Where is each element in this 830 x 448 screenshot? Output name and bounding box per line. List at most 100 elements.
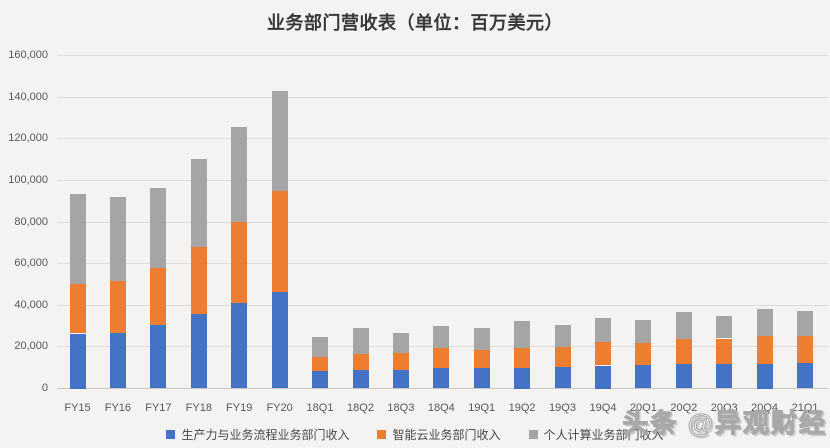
bar-segment <box>433 348 450 369</box>
bar-segment <box>190 313 207 389</box>
bar-segment <box>514 348 531 368</box>
bar-segment <box>312 356 328 372</box>
watermark: 头条 @异观财经 <box>622 408 827 439</box>
x-axis-label: 18Q1 <box>306 402 334 414</box>
bar-segment <box>756 364 773 389</box>
x-axis-label: FY20 <box>266 402 293 414</box>
legend-swatch <box>528 430 538 439</box>
bar-segment <box>595 318 611 342</box>
y-axis-tick-label: 60,000 <box>14 257 48 270</box>
y-axis-tick-label: 140,000 <box>8 90 48 103</box>
x-axis-label: 20Q3 <box>710 402 738 414</box>
bar-segment <box>392 353 409 370</box>
gridline <box>57 179 828 181</box>
bar-segment <box>392 332 409 354</box>
bar-segment <box>392 369 409 389</box>
x-axis-label: 18Q4 <box>427 402 455 414</box>
x-axis-label: 18Q3 <box>387 402 415 414</box>
x-axis-label: FY15 <box>64 402 91 414</box>
bar-segment <box>473 350 490 369</box>
y-axis-tick-label: 40,000 <box>14 298 48 311</box>
bar-segment <box>473 328 490 351</box>
gridline <box>57 96 828 98</box>
bar-segment <box>190 246 207 314</box>
bar-segment <box>797 311 814 336</box>
y-axis-tick-label: 100,000 <box>8 173 48 186</box>
bar-segment <box>109 197 126 282</box>
x-axis-label: FY19 <box>226 402 253 414</box>
gridline <box>57 263 828 265</box>
x-axis-label: 19Q3 <box>549 402 576 414</box>
y-axis-tick-label: 120,000 <box>8 132 48 145</box>
x-axis-label: 18Q2 <box>347 402 374 414</box>
bar-segment <box>190 158 207 247</box>
x-axis-line <box>57 388 828 389</box>
bar-segment <box>595 341 611 366</box>
bar-segment <box>312 337 328 357</box>
y-axis-tick-label: 160,000 <box>8 49 48 61</box>
bar-segment <box>271 90 288 192</box>
gridline <box>57 138 828 140</box>
x-axis-label: 19Q4 <box>589 402 617 414</box>
bar-segment <box>756 309 773 337</box>
gridline <box>57 221 828 223</box>
bar-segment <box>433 325 450 349</box>
legend-swatch <box>377 430 387 439</box>
bar-segment <box>635 342 652 366</box>
x-axis-label: 20Q1 <box>629 402 657 414</box>
bar-segment <box>271 191 288 292</box>
bar-segment <box>675 339 692 364</box>
bar-segment <box>231 221 248 303</box>
bar-segment <box>554 347 571 368</box>
bar-segment <box>150 268 167 326</box>
bar-segment <box>109 281 126 334</box>
bar-segment <box>69 333 86 389</box>
bar-segment <box>675 363 692 389</box>
bar-segment <box>635 319 652 343</box>
x-axis-label: 20Q2 <box>670 402 698 414</box>
legend-label: 个人计算业务部门收入 <box>543 428 664 442</box>
legend-item: 生产力与业务流程业务部门收入 <box>166 426 349 443</box>
chart-title: 业务部门营收表（单位：百万美元） <box>267 13 563 33</box>
x-axis-label: 19Q2 <box>508 402 536 414</box>
x-axis-label: 20Q4 <box>751 402 779 414</box>
bar-segment <box>756 336 773 364</box>
bar-segment <box>554 324 571 348</box>
bar-segment <box>595 365 611 389</box>
bar-segment <box>312 371 328 389</box>
bar-segment <box>150 325 167 389</box>
x-axis-label: FY17 <box>145 402 172 414</box>
bar-segment <box>271 291 288 389</box>
bar-segment <box>797 335 814 363</box>
legend: 生产力与业务流程业务部门收入 智能云业务部门收入 个人计算业务部门收入 <box>0 426 830 443</box>
legend-label: 生产力与业务流程业务部门收入 <box>181 428 350 442</box>
y-axis-tick-label: 80,000 <box>14 215 48 228</box>
legend-label: 智能云业务部门收入 <box>392 428 501 442</box>
bar-segment <box>797 362 814 389</box>
gridline <box>57 55 828 56</box>
bar-segment <box>231 302 248 389</box>
bar-segment <box>635 365 652 389</box>
bar-segment <box>69 284 86 334</box>
legend-item: 智能云业务部门收入 <box>377 426 501 443</box>
y-axis-tick-label: 0 <box>41 382 48 394</box>
bar-segment <box>554 367 571 389</box>
legend-item: 个人计算业务部门收入 <box>528 426 664 443</box>
bar-segment <box>352 353 369 370</box>
y-axis-tick-label: 20,000 <box>14 340 48 353</box>
gridline <box>57 304 828 306</box>
bar-segment <box>433 368 450 389</box>
bar-segment <box>716 338 733 365</box>
x-axis-label: FY16 <box>104 402 132 414</box>
bar-segment <box>514 367 531 389</box>
bar-segment <box>675 311 692 340</box>
bar-segment <box>231 126 248 222</box>
bar-segment <box>716 315 733 339</box>
legend-swatch <box>166 430 176 439</box>
bar-segment <box>514 320 531 348</box>
bar-segment <box>352 369 369 389</box>
x-axis-label: FY18 <box>185 402 212 414</box>
bar-segment <box>716 364 733 389</box>
bar-segment <box>352 328 369 354</box>
